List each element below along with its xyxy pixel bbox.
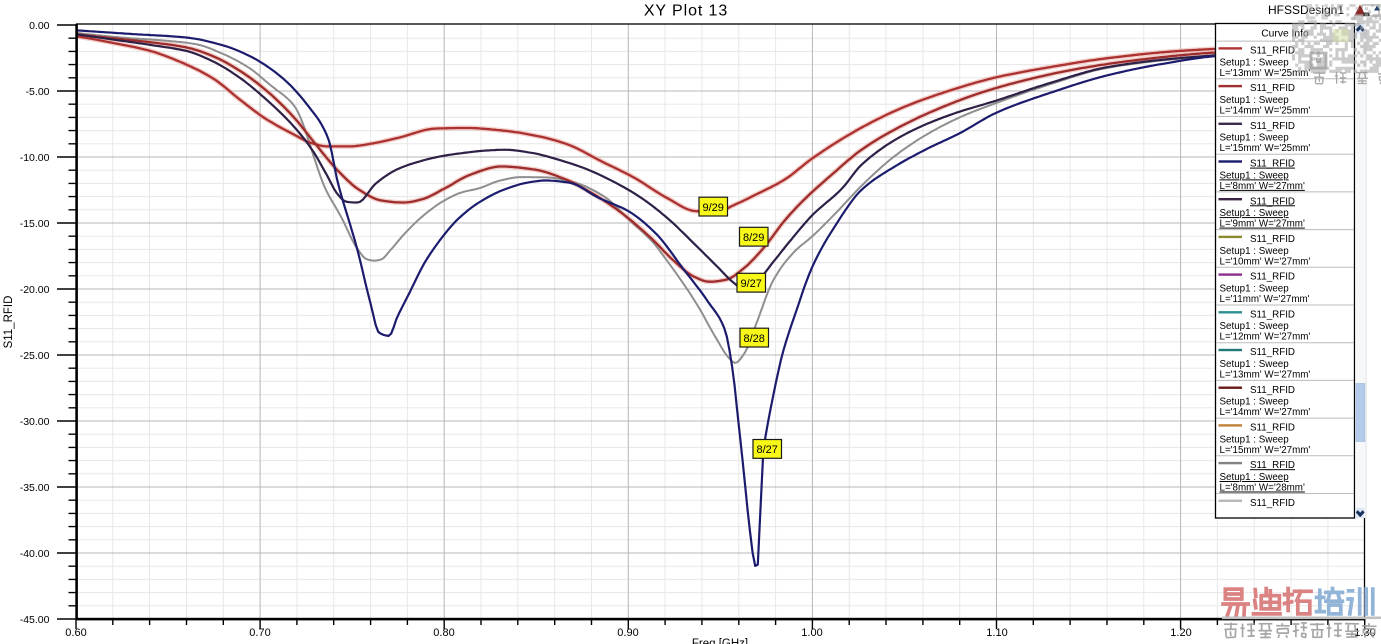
svg-text:0.90: 0.90	[617, 627, 638, 639]
svg-text:Setup1 : Sweep: Setup1 : Sweep	[1220, 95, 1290, 106]
svg-text:-5.00: -5.00	[26, 86, 50, 98]
svg-text:-40.00: -40.00	[20, 548, 50, 560]
svg-text:-15.00: -15.00	[20, 218, 50, 230]
svg-text:L='14mm' W='27mm': L='14mm' W='27mm'	[1220, 407, 1311, 418]
svg-text:Setup1 : Sweep: Setup1 : Sweep	[1220, 321, 1290, 332]
svg-text:S11_RFID: S11_RFID	[1250, 159, 1295, 170]
svg-text:0.70: 0.70	[249, 627, 270, 639]
svg-text:8/28: 8/28	[743, 333, 764, 345]
svg-text:-20.00: -20.00	[20, 284, 50, 296]
svg-text:-30.00: -30.00	[20, 416, 50, 428]
svg-text:Setup1 : Sweep: Setup1 : Sweep	[1220, 359, 1290, 370]
svg-text:-45.00: -45.00	[20, 614, 50, 626]
svg-text:1.10: 1.10	[986, 627, 1007, 639]
svg-text:Setup1 : Sweep: Setup1 : Sweep	[1220, 472, 1290, 483]
svg-text:S11_RFID: S11_RFID	[1250, 121, 1295, 132]
svg-text:Setup1 : Sweep: Setup1 : Sweep	[1220, 208, 1290, 219]
svg-text:8/27: 8/27	[756, 444, 777, 456]
svg-text:XY Plot 13: XY Plot 13	[644, 3, 728, 20]
svg-text:S11_RFID: S11_RFID	[1250, 385, 1295, 396]
svg-text:0.80: 0.80	[433, 627, 454, 639]
svg-text:S11_RFID: S11_RFID	[1250, 423, 1295, 434]
svg-text:S11_RFID: S11_RFID	[1250, 234, 1295, 245]
svg-text:L='13mm' W='27mm': L='13mm' W='27mm'	[1220, 369, 1311, 380]
svg-text:Setup1 : Sweep: Setup1 : Sweep	[1220, 397, 1290, 408]
svg-text:S11_RFID: S11_RFID	[1250, 347, 1295, 358]
svg-text:S11_RFID: S11_RFID	[1250, 272, 1295, 283]
svg-text:L='9mm' W='27mm': L='9mm' W='27mm'	[1220, 219, 1305, 230]
svg-text:L='11mm' W='27mm': L='11mm' W='27mm'	[1220, 294, 1310, 305]
svg-text:Setup1 : Sweep: Setup1 : Sweep	[1220, 246, 1290, 257]
svg-text:S11_RFID: S11_RFID	[3, 296, 15, 349]
svg-text:S11_RFID: S11_RFID	[1250, 83, 1295, 94]
svg-text:1.00: 1.00	[801, 627, 822, 639]
svg-text:Setup1 : Sweep: Setup1 : Sweep	[1220, 133, 1290, 144]
svg-text:L='8mm' W='28mm': L='8mm' W='28mm'	[1220, 483, 1305, 494]
svg-text:-25.00: -25.00	[20, 350, 50, 362]
svg-text:-10.00: -10.00	[20, 152, 50, 164]
svg-text:9/27: 9/27	[740, 278, 761, 290]
svg-text:L='10mm' W='27mm': L='10mm' W='27mm'	[1220, 256, 1311, 267]
svg-text:0.60: 0.60	[65, 627, 86, 639]
svg-text:S11_RFID: S11_RFID	[1250, 46, 1295, 57]
svg-text:L='13mm' W='25mm': L='13mm' W='25mm'	[1220, 68, 1311, 79]
svg-text:L='15mm' W='27mm': L='15mm' W='27mm'	[1220, 445, 1311, 456]
svg-text:Setup1 : Sweep: Setup1 : Sweep	[1220, 170, 1290, 181]
svg-text:L='15mm' W='25mm': L='15mm' W='25mm'	[1220, 143, 1311, 154]
svg-text:Setup1 : Sweep: Setup1 : Sweep	[1220, 57, 1290, 68]
svg-text:Freq [GHz]: Freq [GHz]	[692, 638, 748, 644]
svg-text:S11_RFID: S11_RFID	[1250, 498, 1295, 509]
svg-text:L='14mm' W='25mm': L='14mm' W='25mm'	[1220, 106, 1311, 117]
svg-text:L='8mm' W='27mm': L='8mm' W='27mm'	[1220, 181, 1305, 192]
svg-text:1.20: 1.20	[1170, 627, 1191, 639]
svg-text:Setup1 : Sweep: Setup1 : Sweep	[1220, 284, 1290, 295]
svg-text:S11_RFID: S11_RFID	[1250, 460, 1295, 471]
svg-text:S11_RFID: S11_RFID	[1250, 196, 1295, 207]
svg-text:L='12mm' W='27mm': L='12mm' W='27mm'	[1220, 332, 1311, 343]
svg-text:-35.00: -35.00	[20, 482, 50, 494]
svg-text:8/29: 8/29	[743, 232, 764, 244]
svg-text:9/29: 9/29	[702, 202, 723, 214]
svg-text:Setup1 : Sweep: Setup1 : Sweep	[1220, 434, 1290, 445]
svg-text:Curve Info: Curve Info	[1261, 29, 1309, 40]
svg-text:0.00: 0.00	[29, 20, 50, 32]
svg-text:S11_RFID: S11_RFID	[1250, 309, 1295, 320]
